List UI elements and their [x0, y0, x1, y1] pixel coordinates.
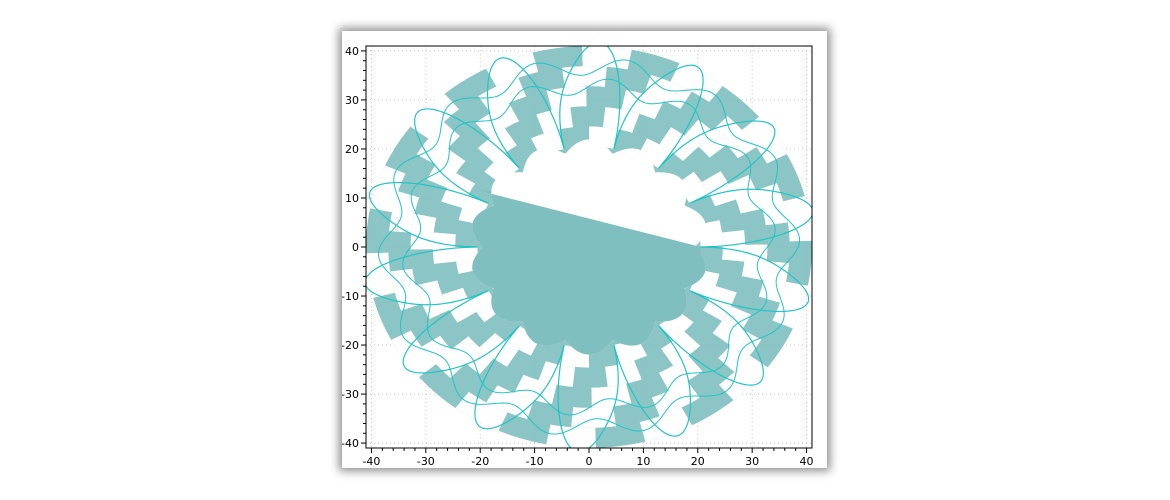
- ring-hole: [651, 381, 700, 417]
- y-tick-label: -20: [342, 339, 359, 352]
- ring-hole: [684, 119, 727, 158]
- y-tick-label: 0: [352, 241, 359, 254]
- ring-hole: [571, 406, 617, 428]
- ring-hole: [514, 374, 557, 405]
- ring-hole: [421, 335, 466, 378]
- ring-hole: [505, 325, 541, 356]
- series-outline: [366, 46, 812, 448]
- chart-svg: -40 -30 -20 -10 0 10 20 30 40 40 30 20 10 0 -10 -20 -30…: [342, 45, 814, 468]
- ring-hole: [427, 148, 466, 188]
- x-tick-label: 30: [745, 455, 759, 468]
- ring-hole: [658, 309, 694, 342]
- series-outline-ring: [402, 78, 776, 416]
- ring-hole: [477, 128, 517, 163]
- ring-hole: [390, 268, 423, 311]
- ring-hole: [712, 116, 757, 159]
- ring-hole: [718, 355, 768, 401]
- ring-hole: [479, 332, 519, 367]
- ring-hole: [702, 285, 737, 321]
- ring-hole: [478, 77, 527, 113]
- y-tick-label: 40: [345, 45, 359, 58]
- ring-hole: [475, 103, 520, 139]
- ring-hole: [721, 230, 746, 262]
- ring-hole: [602, 107, 640, 133]
- ring-hole: [391, 330, 437, 378]
- ring-hole: [484, 152, 520, 185]
- x-tick-label: 10: [636, 455, 650, 468]
- ring-hole: [659, 127, 699, 162]
- x-tick-label: -40: [362, 455, 380, 468]
- ring-hole: [676, 171, 710, 204]
- ring-hole: [486, 52, 539, 87]
- ring-hole: [451, 336, 494, 375]
- y-axis: 40 30 20 10 0 -10 -20 -30 -40: [342, 45, 366, 450]
- ring-hole: [546, 86, 587, 111]
- y-tick-label: 10: [345, 192, 359, 205]
- ring-hole: [670, 63, 723, 103]
- x-tick-label: 40: [800, 455, 814, 468]
- x-tick-label: 0: [586, 455, 593, 468]
- ring-hole: [661, 331, 701, 366]
- y-tick-label: -30: [342, 388, 359, 401]
- ring-hole: [468, 290, 502, 323]
- y-tick-label: -10: [342, 290, 359, 303]
- y-tick-label: -40: [342, 437, 359, 450]
- series-outline-ring: [377, 59, 801, 435]
- ring-hole: [639, 407, 692, 442]
- ring-hole: [772, 281, 808, 329]
- ring-hole: [441, 173, 476, 209]
- x-tick-label: -30: [417, 455, 435, 468]
- ring-hole: [783, 196, 812, 242]
- ring-hole: [658, 355, 703, 391]
- x-tick-label: -10: [526, 455, 544, 468]
- series-layer: [366, 46, 812, 448]
- x-tick-label: -20: [471, 455, 489, 468]
- ring-hole: [741, 116, 787, 164]
- x-tick-label: 20: [691, 455, 705, 468]
- series-fill-area: [472, 190, 706, 355]
- ring-hole: [741, 244, 768, 281]
- ring-hole: [755, 183, 788, 226]
- ring-hole: [410, 93, 460, 139]
- ring-hole: [546, 424, 596, 448]
- ring-hole: [621, 89, 664, 120]
- ring-hole: [432, 232, 457, 264]
- chart-card: -40 -30 -20 -10 0 10 20 30 40 40 30 20 10 0 -10 -20 -30…: [342, 31, 827, 468]
- ring-hole: [455, 391, 508, 431]
- ring-hole: [637, 138, 673, 169]
- ring-hole: [538, 361, 576, 387]
- y-tick-label: 30: [345, 94, 359, 107]
- ring-hole: [561, 66, 607, 88]
- ring-hole: [370, 165, 406, 213]
- ring-hole: [712, 306, 751, 346]
- x-axis: -40 -30 -20 -10 0 10 20 30 40: [362, 448, 814, 468]
- ring-hole: [410, 213, 437, 250]
- ring-hole: [582, 46, 632, 70]
- y-tick-label: 20: [345, 143, 359, 156]
- ring-hole: [366, 252, 395, 298]
- ring-hole: [591, 383, 632, 408]
